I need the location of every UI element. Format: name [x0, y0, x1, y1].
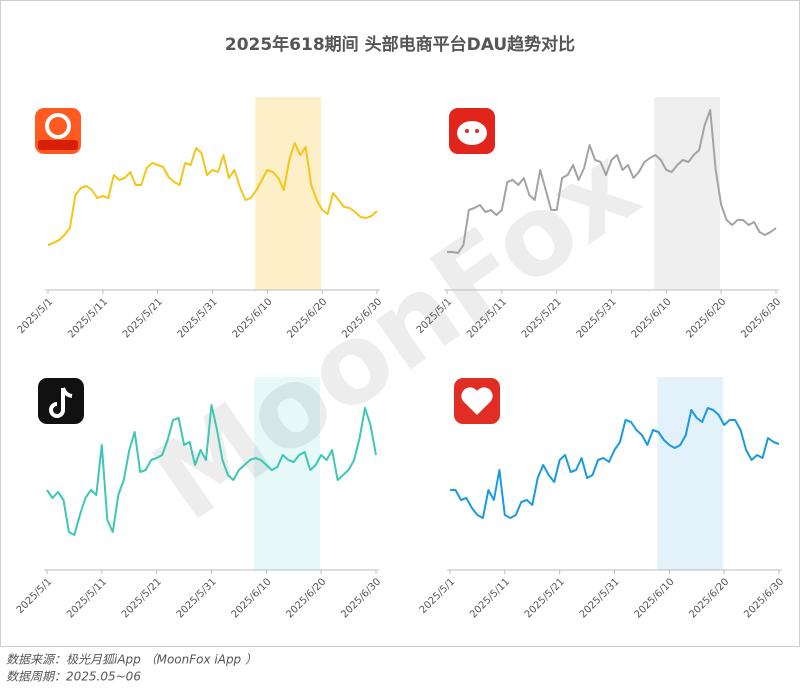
series-line	[447, 109, 777, 254]
chart-title: 2025年618期间 头部电商平台DAU趋势对比	[225, 34, 575, 55]
source-note: 数据来源：极光月狐iApp （MoonFox iApp ）	[6, 653, 257, 667]
period-note: 数据周期：2025.05~06	[6, 670, 141, 684]
highlight-band	[657, 377, 724, 570]
icon-pdd	[454, 378, 500, 424]
icon-taobao	[35, 108, 81, 154]
bands	[254, 97, 724, 570]
highlight-band	[255, 97, 322, 290]
highlight-band	[654, 97, 721, 290]
series-line	[47, 142, 378, 246]
icon-douyin	[38, 378, 84, 424]
icon-jd	[449, 108, 495, 154]
series-line	[450, 407, 780, 519]
highlight-band	[254, 377, 321, 570]
series-line	[46, 404, 377, 536]
